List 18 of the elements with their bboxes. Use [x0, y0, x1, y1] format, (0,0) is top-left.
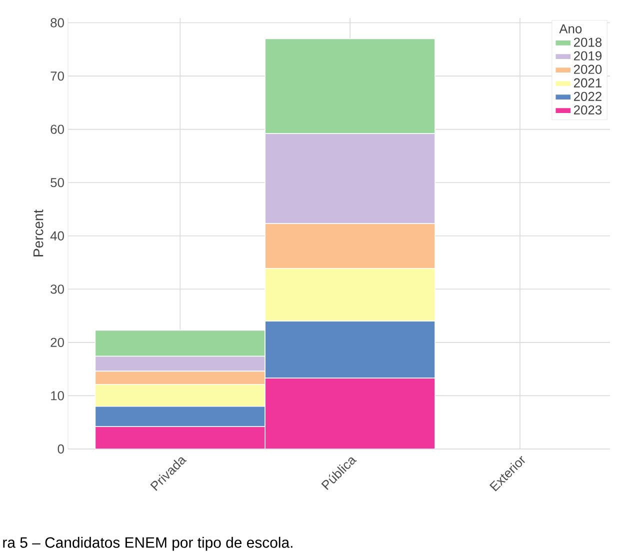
legend-label: 2021: [574, 78, 602, 88]
y-tick-label: 50: [50, 178, 64, 188]
y-tick-label: 80: [50, 18, 64, 28]
y-tick-label: 0: [58, 444, 64, 454]
y-tick-label: 60: [50, 124, 64, 134]
y-axis-title: Percent: [34, 210, 44, 256]
legend-label: 2019: [574, 51, 602, 60]
text: ra 5 – Candidatos ENEM por tipo de escola.: [3, 536, 292, 551]
y-tick-label: 10: [51, 391, 64, 400]
y-tick-label: 70: [50, 71, 64, 81]
legend-label: 2018: [574, 38, 602, 47]
legend-title: Ano: [559, 24, 582, 34]
legend-label: 2020: [574, 64, 602, 74]
y-tick-label: 20: [50, 338, 64, 348]
legend-label: 2022: [574, 92, 602, 101]
y-tick-label: 40: [50, 231, 64, 240]
legend-label: 2023: [574, 105, 602, 115]
y-tick-label: 30: [50, 284, 64, 294]
